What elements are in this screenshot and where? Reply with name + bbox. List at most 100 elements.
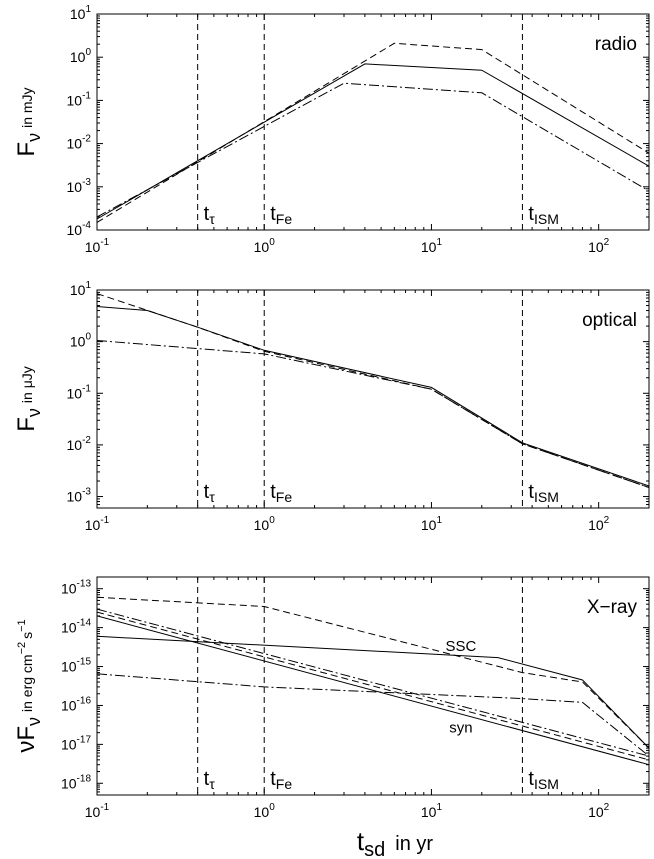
x-tick-label: 102 (588, 515, 610, 533)
y-axis-label-unit-exp: −1 (16, 619, 28, 632)
series-line-solid (96, 63, 650, 220)
x-tick-label-base: 10 (254, 804, 270, 820)
y-tick-label-exp: -1 (82, 90, 91, 101)
series-line-dashed (96, 596, 650, 749)
y-axis-label-main: F (13, 142, 40, 157)
y-axis-label-unit-exp: −2 (16, 642, 28, 655)
y-tick-label-base: 10 (61, 697, 77, 713)
time-marker-label-t: t (528, 768, 534, 790)
panel-label: radio (595, 34, 637, 55)
time-marker-label-sub: ISM (534, 776, 559, 792)
x-tick-label-base: 10 (588, 804, 604, 820)
x-tick-label-exp: 0 (269, 515, 275, 526)
y-axis-label-unit: in mJy (19, 87, 35, 127)
y-tick-label: 10-18 (61, 773, 91, 791)
y-tick-label-exp: -17 (77, 734, 92, 745)
time-marker-label-sub: Fe (276, 489, 293, 505)
y-tick-label: 100 (70, 332, 92, 350)
y-tick-label-base: 10 (67, 179, 83, 195)
y-tick-label-base: 10 (67, 489, 83, 505)
x-tick-label-base: 10 (588, 517, 604, 533)
x-tick-label-exp: 1 (436, 237, 442, 248)
series-line-solid (96, 635, 650, 749)
x-tick-label-base: 10 (85, 239, 101, 255)
x-tick-label-exp: 2 (604, 802, 610, 813)
time-marker-label-t: t (270, 203, 276, 225)
x-tick-label: 10-1 (85, 515, 110, 533)
x-tick-label-exp: -1 (100, 802, 109, 813)
y-tick-label-exp: -3 (82, 487, 91, 498)
x-tick-label-exp: 1 (436, 515, 442, 526)
x-tick-label-exp: 0 (269, 802, 275, 813)
y-tick-label-exp: 1 (85, 4, 91, 15)
y-tick-label: 100 (70, 47, 92, 65)
time-marker-label-sub: ISM (534, 211, 559, 227)
y-tick-label: 10-3 (67, 177, 92, 195)
x-tick-label-base: 10 (421, 239, 437, 255)
y-axis-label-sub: ν (24, 133, 44, 142)
y-tick-label: 10-1 (67, 383, 92, 401)
x-tick-label-base: 10 (421, 804, 437, 820)
y-tick-label: 10-4 (67, 220, 92, 238)
series-line-solid (96, 306, 650, 487)
y-tick-label-base: 10 (67, 136, 83, 152)
time-marker-label-t: t (204, 768, 210, 790)
plot-frame (96, 576, 650, 796)
x-tick-label: 10-1 (85, 237, 110, 255)
x-tick-label-exp: 2 (604, 515, 610, 526)
x-tick-label: 100 (254, 802, 276, 820)
x-tick-label: 100 (254, 515, 276, 533)
y-tick-label: 10-2 (67, 134, 92, 152)
y-tick-label-base: 10 (61, 581, 77, 597)
y-tick-label: 10-15 (61, 657, 91, 675)
plot-frame (96, 13, 650, 231)
series-line-dashdot (96, 340, 650, 488)
y-tick-label-exp: -2 (82, 435, 91, 446)
y-tick-label-exp: 1 (85, 280, 91, 291)
x-axis-label-main: t (357, 826, 365, 856)
y-tick-label: 101 (70, 4, 92, 22)
x-axis-label: tsd in yr (357, 826, 433, 859)
y-tick-label-base: 10 (67, 92, 83, 108)
y-tick-label-exp: -18 (77, 773, 92, 784)
x-tick-label-exp: 2 (604, 237, 610, 248)
time-marker-label-sub: τ (209, 489, 215, 505)
y-tick-label-exp: 0 (85, 332, 91, 343)
panel-label: X−ray (587, 597, 638, 618)
x-tick-label-exp: 0 (269, 237, 275, 248)
y-tick-label-exp: -13 (77, 579, 92, 590)
y-tick-label-base: 10 (67, 222, 83, 238)
time-marker-label: tISM (528, 481, 558, 505)
y-axis-label: νFν in erg cm−2 s−1 (13, 619, 44, 752)
y-tick-label: 10-13 (61, 579, 91, 597)
panel-label: optical (582, 310, 637, 331)
y-tick-label: 10-3 (67, 487, 92, 505)
curve-annotation-ssc: SSC (445, 638, 476, 655)
series-line-dashdot (96, 608, 650, 757)
time-marker-label-sub: Fe (276, 776, 293, 792)
series-line-dashed (96, 611, 650, 761)
time-marker-label-t: t (270, 481, 276, 503)
y-axis-label: Fν in μJy (13, 366, 44, 432)
y-axis-label-sub: ν (24, 717, 44, 726)
x-tick-label-exp: -1 (100, 237, 109, 248)
x-tick-label: 101 (421, 802, 443, 820)
y-tick-label-base: 10 (61, 659, 77, 675)
y-tick-label-exp: 0 (85, 47, 91, 58)
x-tick-label: 10-1 (85, 802, 110, 820)
x-axis-label-sub: sd (364, 839, 385, 859)
series-line-solid (96, 615, 650, 766)
y-tick-label-base: 10 (61, 775, 77, 791)
plot-frame (96, 289, 650, 509)
series-line-dashdot (96, 673, 650, 757)
y-tick-label: 10-1 (67, 90, 92, 108)
time-marker-label-sub: τ (209, 211, 215, 227)
y-tick-label-exp: -4 (82, 220, 91, 231)
time-marker-label-sub: Fe (276, 211, 293, 227)
time-marker-label-sub: ISM (534, 489, 559, 505)
y-tick-label-exp: -2 (82, 134, 91, 145)
time-marker-label: tτ (204, 768, 216, 792)
x-tick-label: 100 (254, 237, 276, 255)
x-tick-label-base: 10 (254, 517, 270, 533)
